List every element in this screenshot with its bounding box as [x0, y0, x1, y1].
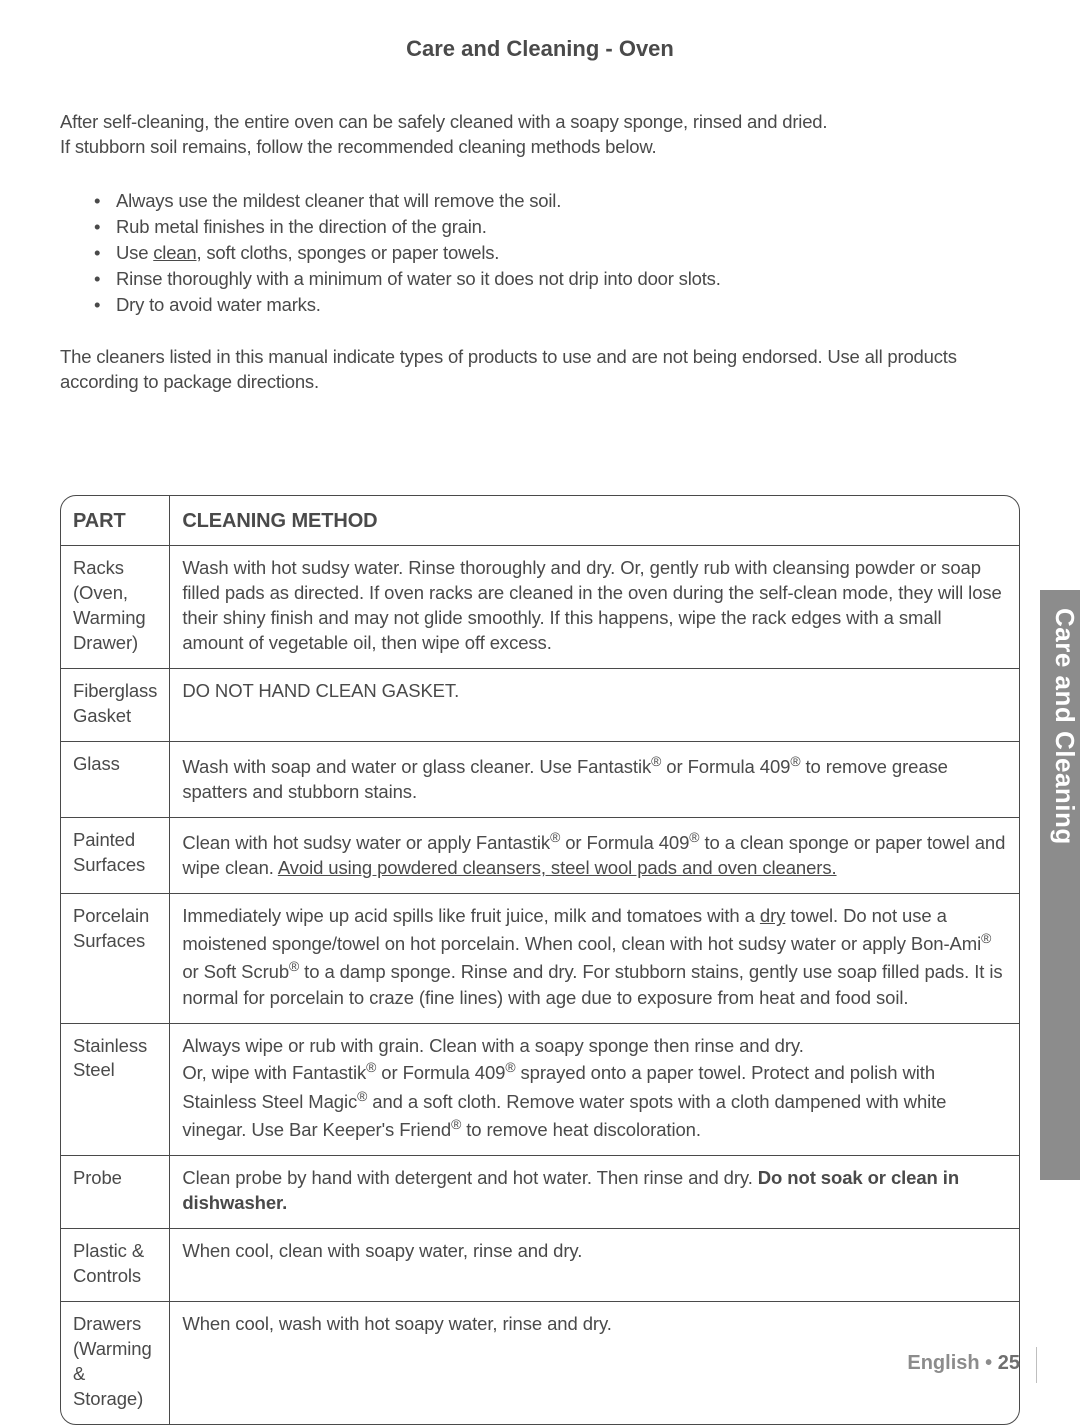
endorsement-note: The cleaners listed in this manual indic…: [60, 345, 1020, 395]
bullet-1: Always use the mildest cleaner that will…: [94, 188, 1020, 214]
bullet-2-text: Rub metal finishes in the direction of t…: [116, 216, 487, 237]
txt: or Formula 409: [376, 1063, 505, 1084]
bullet-5-text: Dry to avoid water marks.: [116, 294, 321, 315]
cell-method: When cool, clean with soapy water, rinse…: [170, 1228, 1019, 1301]
footer-separator: •: [985, 1352, 992, 1374]
txt: Clean with hot sudsy water or apply Fant…: [182, 832, 550, 853]
header-part: PART: [61, 496, 170, 546]
txt-underline: Avoid using powdered cleansers, steel wo…: [278, 857, 837, 878]
txt: Or, wipe with Fantastik: [182, 1063, 366, 1084]
txt: Clean probe by hand with detergent and h…: [182, 1167, 757, 1188]
registered-icon: ®: [289, 958, 299, 974]
registered-icon: ®: [357, 1088, 367, 1104]
bullet-1-text: Always use the mildest cleaner that will…: [116, 190, 561, 211]
cell-method: DO NOT HAND CLEAN GASKET.: [170, 669, 1019, 742]
txt: or Formula 409: [560, 832, 689, 853]
registered-icon: ®: [981, 930, 991, 946]
table-row: Racks (Oven, Warming Drawer) Wash with h…: [61, 546, 1019, 669]
footer-language: English: [907, 1352, 979, 1374]
cell-method: Immediately wipe up acid spills like fru…: [170, 894, 1019, 1023]
registered-icon: ®: [651, 753, 661, 769]
registered-icon: ®: [689, 829, 699, 845]
txt: Always wipe or rub with grain. Clean wit…: [182, 1035, 803, 1056]
section-tab: Care and Cleaning: [1040, 590, 1080, 1180]
cell-part: Stainless Steel: [61, 1023, 170, 1155]
endorsement-note-text: The cleaners listed in this manual indic…: [60, 345, 1020, 395]
cell-part: Probe: [61, 1155, 170, 1228]
cell-method: Always wipe or rub with grain. Clean wit…: [170, 1023, 1019, 1155]
registered-icon: ®: [505, 1059, 515, 1075]
cell-method: Clean with hot sudsy water or apply Fant…: [170, 818, 1019, 894]
table-row: Fiberglass Gasket DO NOT HAND CLEAN GASK…: [61, 669, 1019, 742]
table-header-row: PART CLEANING METHOD: [61, 496, 1019, 546]
manual-page: Care and Cleaning - Oven After self-clea…: [0, 0, 1080, 1397]
intro-block: After self-cleaning, the entire oven can…: [60, 110, 1020, 160]
page-title: Care and Cleaning - Oven: [60, 36, 1020, 62]
bullet-3: Use clean, soft cloths, sponges or paper…: [94, 240, 1020, 266]
bullet-3-underline: clean: [153, 242, 196, 263]
cleaning-table-wrap: PART CLEANING METHOD Racks (Oven, Warmin…: [60, 495, 1020, 1424]
txt: or Formula 409: [661, 756, 790, 777]
table-row: Plastic & Controls When cool, clean with…: [61, 1228, 1019, 1301]
cell-part: Glass: [61, 742, 170, 818]
table-row: Probe Clean probe by hand with detergent…: [61, 1155, 1019, 1228]
table-row: Painted Surfaces Clean with hot sudsy wa…: [61, 818, 1019, 894]
cell-part: Drawers (Warming & Storage): [61, 1301, 170, 1423]
txt: or Soft Scrub: [182, 962, 289, 983]
intro-line-2: If stubborn soil remains, follow the rec…: [60, 135, 1020, 160]
registered-icon: ®: [451, 1116, 461, 1132]
txt: to a damp sponge. Rinse and dry. For stu…: [182, 962, 1002, 1008]
cleaning-table: PART CLEANING METHOD Racks (Oven, Warmin…: [61, 496, 1019, 1423]
table-row: Stainless Steel Always wipe or rub with …: [61, 1023, 1019, 1155]
registered-icon: ®: [790, 753, 800, 769]
bullet-4: Rinse thoroughly with a minimum of water…: [94, 266, 1020, 292]
cell-method: Wash with soap and water or glass cleane…: [170, 742, 1019, 818]
cell-part: Plastic & Controls: [61, 1228, 170, 1301]
bullet-5: Dry to avoid water marks.: [94, 292, 1020, 318]
footer-rule: [1036, 1347, 1037, 1383]
cell-part: Painted Surfaces: [61, 818, 170, 894]
intro-line-1: After self-cleaning, the entire oven can…: [60, 110, 1020, 135]
cell-method: Wash with hot sudsy water. Rinse thoroug…: [170, 546, 1019, 669]
bullet-2: Rub metal finishes in the direction of t…: [94, 214, 1020, 240]
txt: Immediately wipe up acid spills like fru…: [182, 905, 760, 926]
cell-method: Clean probe by hand with detergent and h…: [170, 1155, 1019, 1228]
page-footer: English • 25: [907, 1352, 1020, 1375]
header-method: CLEANING METHOD: [170, 496, 1019, 546]
bullet-3-a: Use: [116, 242, 153, 263]
cell-method: When cool, wash with hot soapy water, ri…: [170, 1301, 1019, 1423]
bullet-3-b: , soft cloths, sponges or paper towels.: [196, 242, 499, 263]
guideline-bullets: Always use the mildest cleaner that will…: [60, 188, 1020, 317]
txt: Wash with soap and water or glass cleane…: [182, 756, 651, 777]
cell-part: Porcelain Surfaces: [61, 894, 170, 1023]
registered-icon: ®: [550, 829, 560, 845]
table-row: Drawers (Warming & Storage) When cool, w…: [61, 1301, 1019, 1423]
registered-icon: ®: [366, 1059, 376, 1075]
cell-part: Fiberglass Gasket: [61, 669, 170, 742]
cell-part: Racks (Oven, Warming Drawer): [61, 546, 170, 669]
txt: to remove heat discoloration.: [461, 1119, 701, 1140]
bullet-4-text: Rinse thoroughly with a minimum of water…: [116, 268, 721, 289]
table-row: Porcelain Surfaces Immediately wipe up a…: [61, 894, 1019, 1023]
table-row: Glass Wash with soap and water or glass …: [61, 742, 1019, 818]
txt-underline: dry: [760, 905, 785, 926]
footer-page-number: 25: [998, 1352, 1020, 1374]
